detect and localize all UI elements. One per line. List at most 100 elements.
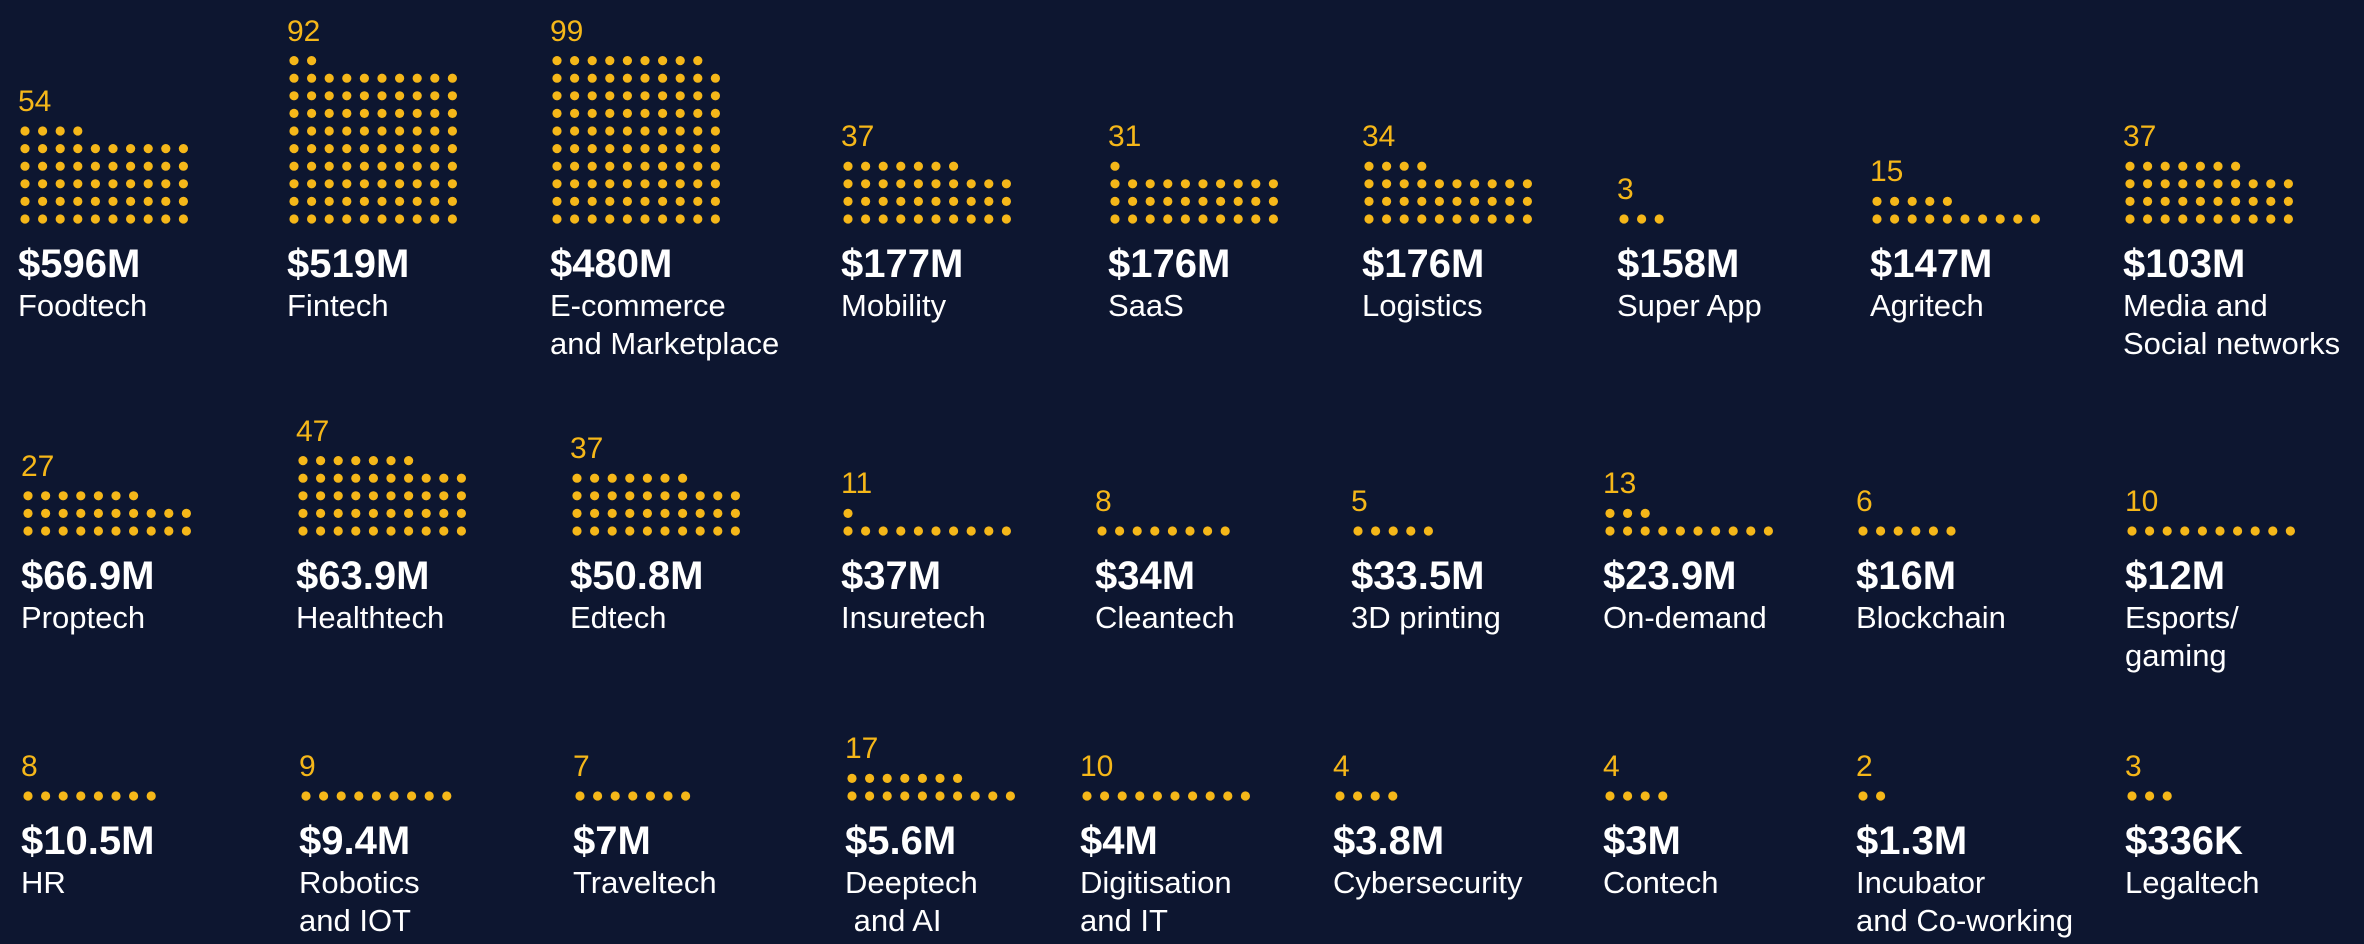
dot xyxy=(570,196,580,206)
dot xyxy=(161,179,171,189)
dot xyxy=(1150,526,1160,536)
dot xyxy=(2145,791,2155,801)
dot xyxy=(628,791,638,801)
dot xyxy=(552,108,562,118)
deal-count: 37 xyxy=(841,120,875,154)
dot xyxy=(642,508,653,518)
dot xyxy=(572,473,582,483)
dot xyxy=(359,179,369,189)
dot xyxy=(23,508,33,518)
sector-name: SaaS xyxy=(1108,288,1184,323)
dot xyxy=(377,214,387,224)
dot xyxy=(1505,179,1515,189)
dot xyxy=(289,126,299,136)
dot xyxy=(129,791,139,801)
dot xyxy=(605,56,615,66)
dot xyxy=(966,526,976,536)
dot xyxy=(2160,196,2170,206)
sector-name: Insuretech xyxy=(841,600,986,635)
dot xyxy=(324,196,334,206)
dot xyxy=(342,161,352,171)
dot xyxy=(412,73,422,83)
dot xyxy=(38,214,48,224)
dot xyxy=(342,144,352,154)
dot xyxy=(622,144,633,154)
dot xyxy=(20,126,30,136)
dot xyxy=(93,508,103,518)
dot xyxy=(1522,179,1532,189)
dot xyxy=(675,161,685,171)
amount: $63.9M xyxy=(296,554,430,598)
amount: $336K xyxy=(2125,819,2243,863)
dot xyxy=(368,508,378,518)
dot xyxy=(1605,508,1615,518)
amount: $176M xyxy=(1362,242,1485,286)
dot xyxy=(143,144,153,154)
dot xyxy=(289,91,299,101)
dot xyxy=(1619,214,1629,224)
dot xyxy=(710,126,721,136)
dot xyxy=(605,196,615,206)
dot xyxy=(389,791,399,801)
dot-group xyxy=(1110,161,1278,224)
dot xyxy=(2125,196,2135,206)
dot xyxy=(622,73,633,83)
amount: $1.3M xyxy=(1856,819,1968,863)
dot xyxy=(710,196,721,206)
sector-name: Edtech xyxy=(570,600,667,635)
dot xyxy=(316,508,326,518)
dot xyxy=(377,73,387,83)
dot xyxy=(1353,791,1363,801)
dot xyxy=(359,73,369,83)
dot xyxy=(917,773,928,784)
dot xyxy=(953,791,963,801)
dot xyxy=(439,473,449,483)
dot xyxy=(1216,214,1226,224)
dot xyxy=(570,56,580,66)
sector-name: Contech xyxy=(1603,865,1719,900)
dot xyxy=(1364,196,1374,206)
dot xyxy=(1925,196,1935,206)
dot xyxy=(2162,526,2172,536)
dot xyxy=(2266,179,2276,189)
dot xyxy=(319,791,329,801)
dot xyxy=(404,508,414,518)
dot xyxy=(710,179,721,189)
dot-group xyxy=(1858,526,1956,536)
dot xyxy=(552,56,562,66)
dot xyxy=(20,196,30,206)
dot xyxy=(1872,214,1882,224)
dot xyxy=(658,196,668,206)
dot xyxy=(2178,196,2188,206)
dot-group xyxy=(1858,791,1886,801)
dot xyxy=(878,179,888,189)
dot xyxy=(2180,526,2190,536)
dot xyxy=(359,126,369,136)
sector-name: Foodtech xyxy=(18,288,148,323)
dot xyxy=(917,791,928,801)
dot xyxy=(316,491,326,501)
dot xyxy=(386,456,396,466)
dot xyxy=(552,179,562,189)
amount: $480M xyxy=(550,242,673,286)
dot xyxy=(41,791,51,801)
dot xyxy=(143,214,153,224)
dot xyxy=(2143,196,2153,206)
amount: $158M xyxy=(1617,242,1740,286)
deal-count: 15 xyxy=(1870,155,1904,189)
dot xyxy=(1637,214,1647,224)
dot xyxy=(73,144,83,154)
dot xyxy=(2268,526,2278,536)
dot xyxy=(640,56,650,66)
dot xyxy=(395,126,405,136)
dot xyxy=(730,508,741,518)
dot xyxy=(307,56,317,66)
dot xyxy=(93,491,103,501)
amount: $103M xyxy=(2123,242,2246,286)
dot xyxy=(843,214,853,224)
dot xyxy=(710,91,721,101)
dot xyxy=(289,196,299,206)
dot-group xyxy=(1353,526,1433,536)
dot xyxy=(430,91,440,101)
